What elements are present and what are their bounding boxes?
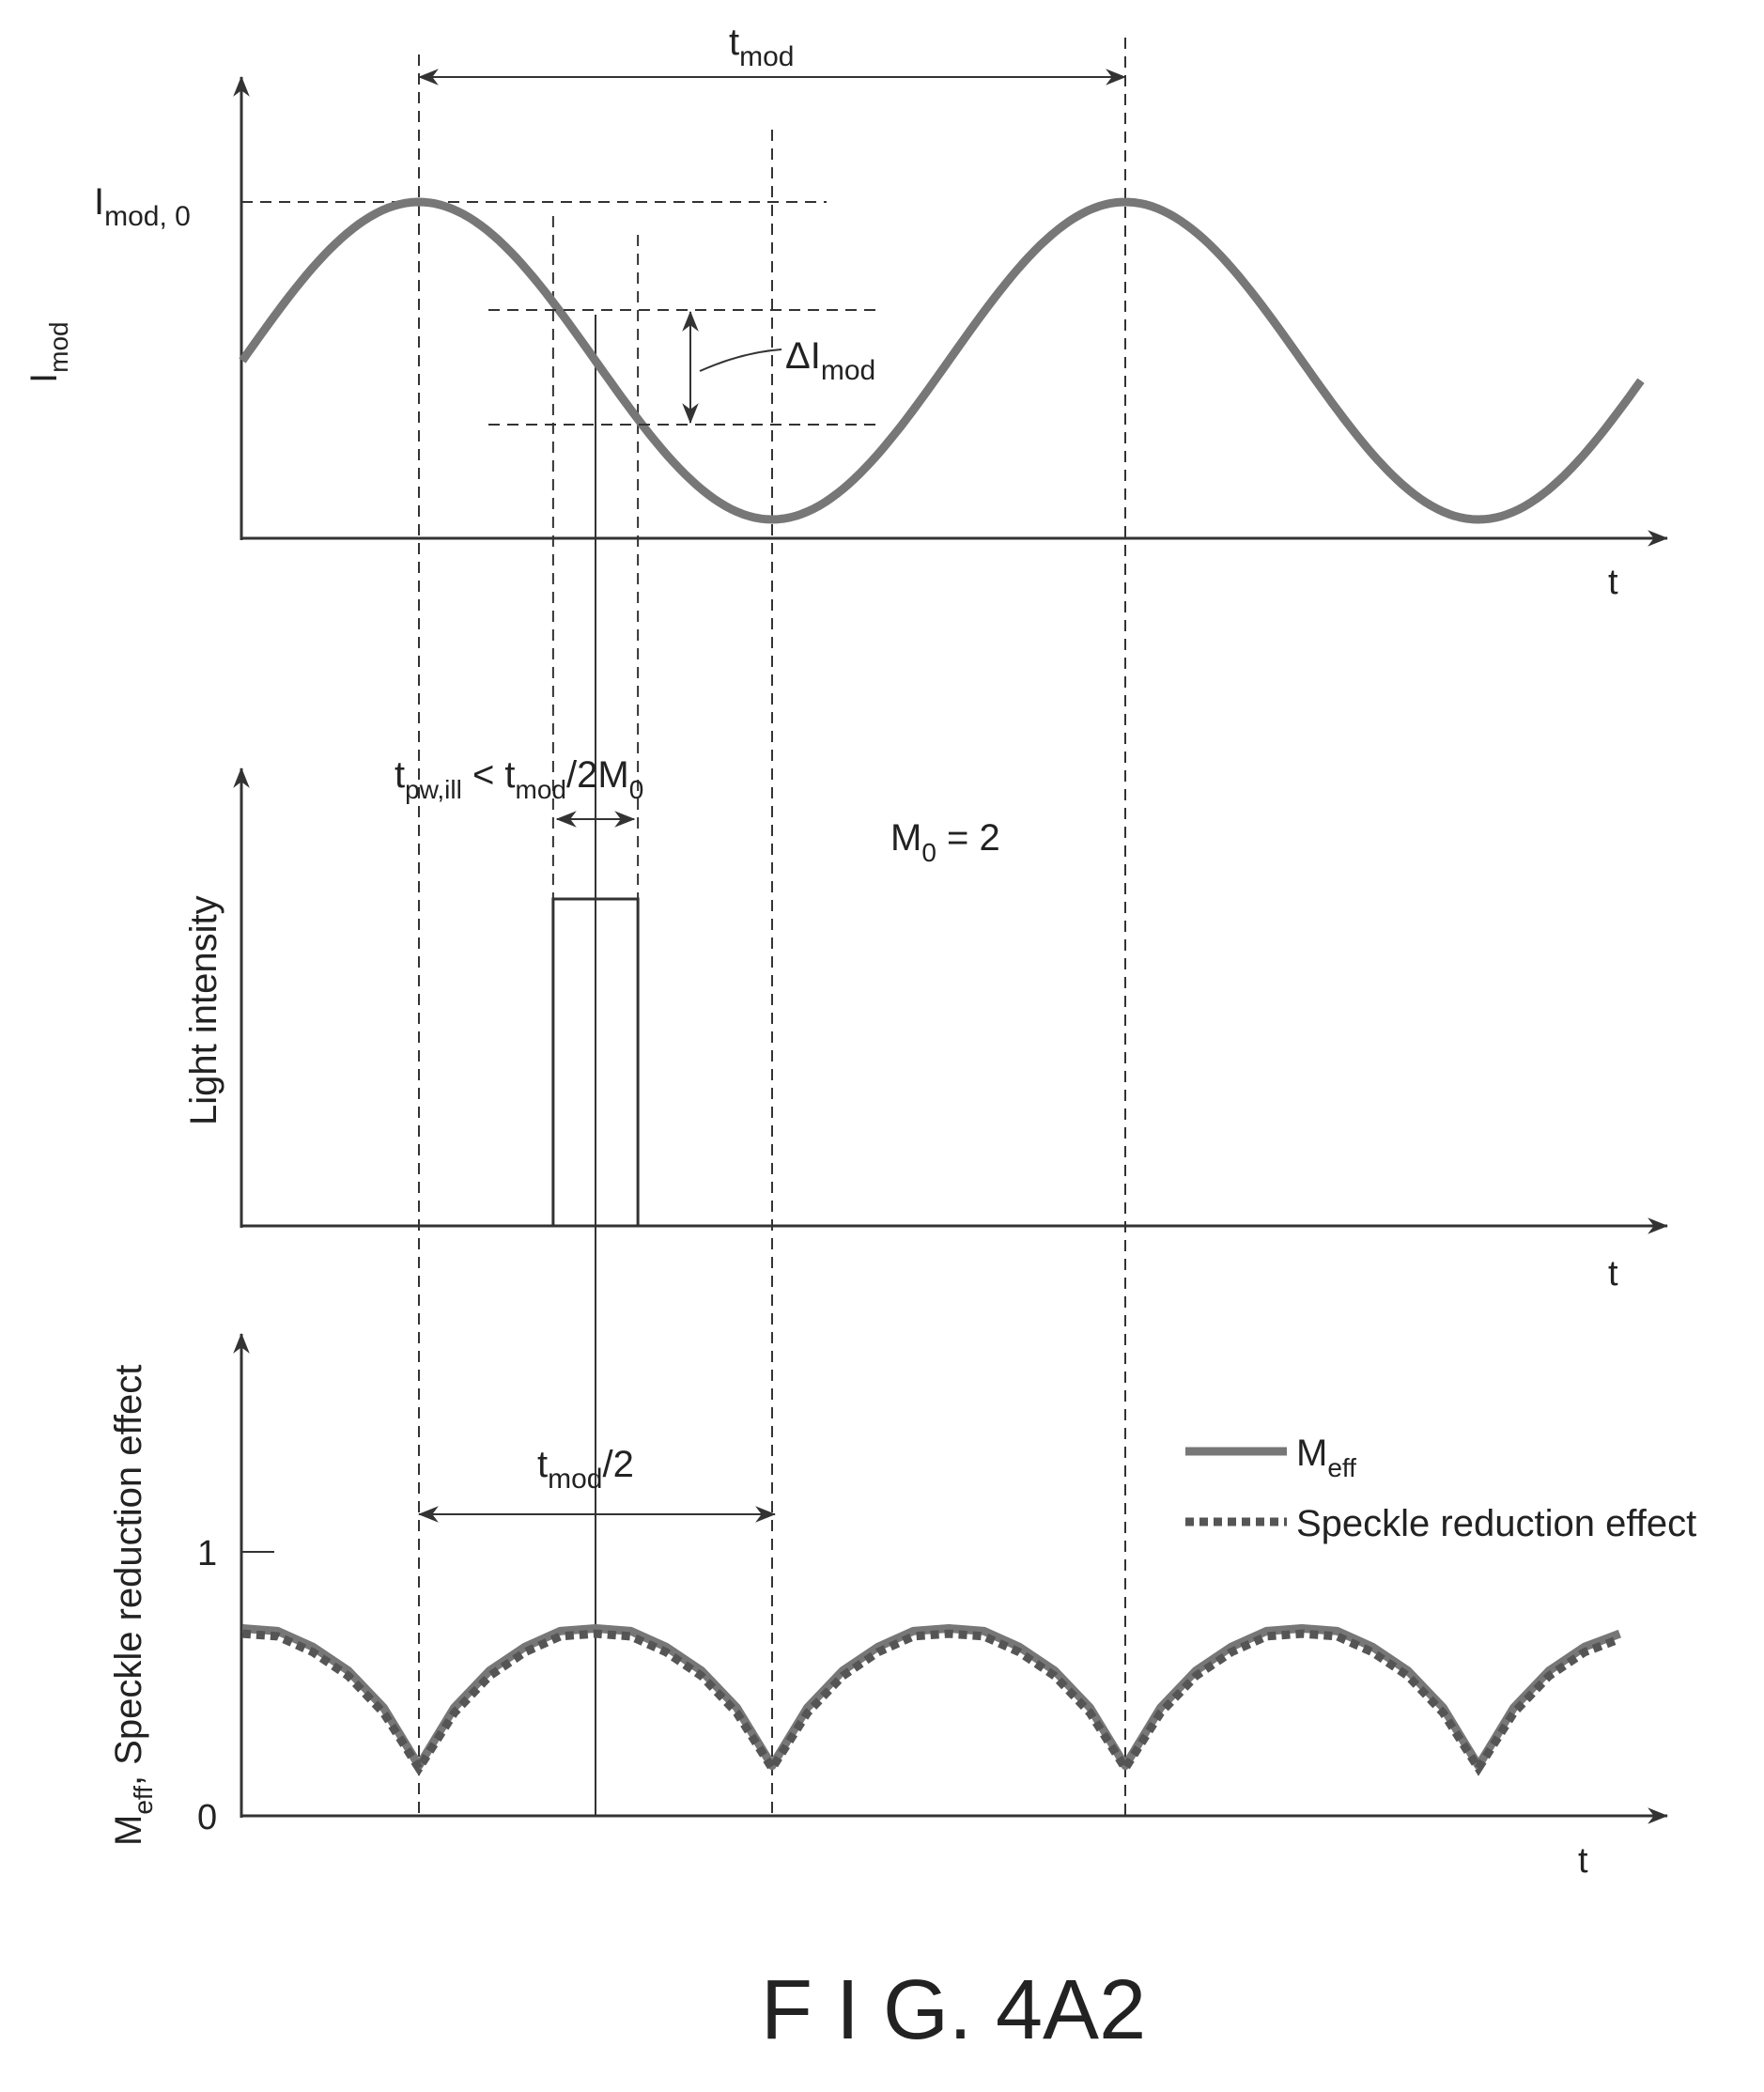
- meff-y-label: Meff, Speckle reduction effect: [108, 1365, 158, 1846]
- light-pulse: [551, 897, 640, 1226]
- legend-meff-label: Meff: [1296, 1433, 1356, 1482]
- speckle-reduction-curve: [241, 1629, 1621, 1776]
- figure-label: F I G. 4A2: [761, 1963, 1146, 2057]
- guide-lines: [418, 38, 1126, 1816]
- legend-speckle-label: Speckle reduction effect: [1296, 1503, 1696, 1544]
- imod-curve-outline: [241, 201, 1642, 520]
- imod-y-label: Imod: [23, 321, 73, 383]
- meff-tick-label-0: 0: [197, 1798, 217, 1837]
- imod-x-label: t: [1608, 563, 1618, 602]
- meff-tick-label-1: 1: [197, 1534, 217, 1573]
- delta-imod-leader: [699, 349, 782, 372]
- meff-curve: [241, 1624, 1621, 1771]
- m0-label: M0 = 2: [890, 817, 1000, 867]
- panel-light-intensity: t Light intensity tpw,ill < tmod/2M0 M0 …: [183, 754, 1669, 1294]
- tmod-label: tmod: [729, 22, 794, 72]
- tmod-half-label: tmod/2: [537, 1444, 634, 1495]
- light-y-label: Light intensity: [183, 895, 224, 1125]
- pulse-condition-label: tpw,ill < tmod/2M0: [395, 754, 643, 804]
- light-x-label: t: [1608, 1254, 1618, 1294]
- panel-meff: t Meff, Speckle reduction effect 1 0 tmo…: [108, 1332, 1696, 1881]
- meff-x-label: t: [1578, 1841, 1588, 1881]
- imod0-label: Imod, 0: [94, 181, 191, 232]
- panel-imod: t Imod Imod, 0 ΔImod tmod: [23, 22, 1669, 602]
- imod-curve: [239, 197, 1645, 524]
- legend: Meff Speckle reduction effect: [1185, 1433, 1696, 1544]
- delta-imod-label: ΔImod: [785, 335, 875, 386]
